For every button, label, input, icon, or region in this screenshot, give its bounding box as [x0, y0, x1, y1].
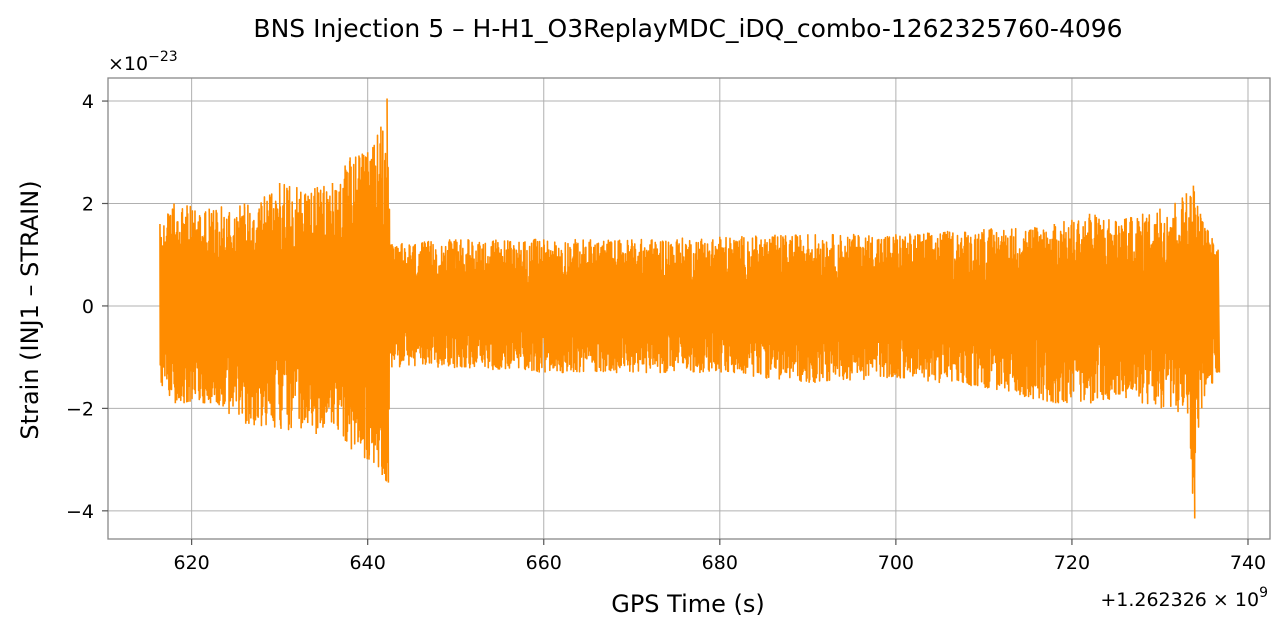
x-tick-label: 720 — [1054, 552, 1090, 574]
x-axis-label: GPS Time (s) — [611, 590, 765, 618]
y-axis-multiplier: ×10−23 — [108, 49, 178, 75]
y-tick-label: −4 — [66, 501, 94, 523]
chart-title: BNS Injection 5 – H-H1_O3ReplayMDC_iDQ_c… — [253, 14, 1122, 43]
y-tick-label: −2 — [66, 398, 94, 420]
x-tick-label: 640 — [350, 552, 386, 574]
x-tick-label: 700 — [878, 552, 914, 574]
y-multiplier-exponent: −23 — [148, 49, 178, 65]
y-tick-label: 0 — [82, 296, 94, 318]
series-line — [159, 98, 1221, 519]
y-tick-label: 2 — [82, 193, 94, 215]
x-axis-offset: +1.262326 × 109 — [1100, 585, 1268, 611]
x-tick-label: 680 — [702, 552, 738, 574]
y-tick-label: 4 — [82, 91, 94, 113]
x-offset-exponent: 9 — [1259, 585, 1268, 601]
x-tick-label: 740 — [1230, 552, 1266, 574]
plot-frame — [107, 77, 1271, 540]
axis-ticks: 620 640 660 680 700 720 740 −4 −2 0 2 4 — [66, 91, 1266, 574]
y-axis-label: Strain (INJ1 – STRAIN) — [16, 180, 44, 439]
x-offset-base: +1.262326 × 10 — [1100, 589, 1259, 611]
x-tick-label: 660 — [526, 552, 562, 574]
series-strain — [159, 98, 1221, 519]
x-tick-label: 620 — [173, 552, 209, 574]
y-multiplier-base: ×10 — [108, 53, 148, 75]
